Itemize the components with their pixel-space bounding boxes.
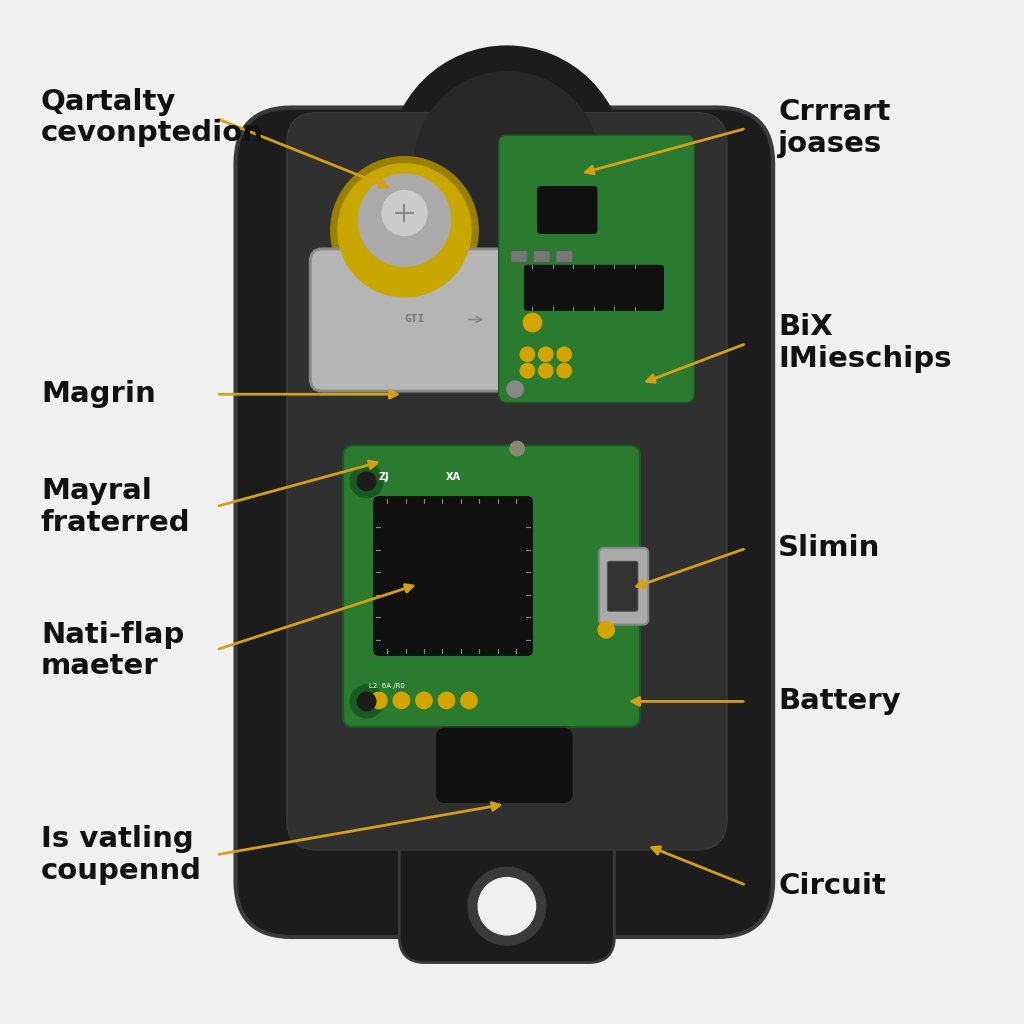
Circle shape xyxy=(598,622,614,638)
FancyBboxPatch shape xyxy=(236,108,773,937)
FancyBboxPatch shape xyxy=(374,497,532,655)
FancyBboxPatch shape xyxy=(511,251,527,262)
FancyBboxPatch shape xyxy=(343,445,640,727)
Text: Mayral
fraterred: Mayral fraterred xyxy=(41,477,190,537)
Circle shape xyxy=(357,472,376,490)
Circle shape xyxy=(523,313,542,332)
Text: Battery: Battery xyxy=(778,687,901,716)
FancyBboxPatch shape xyxy=(399,819,614,963)
Text: Slimin: Slimin xyxy=(778,534,881,562)
FancyBboxPatch shape xyxy=(607,561,638,611)
Circle shape xyxy=(358,174,451,266)
Circle shape xyxy=(520,347,535,361)
Text: ZJ: ZJ xyxy=(379,472,389,482)
FancyBboxPatch shape xyxy=(499,135,694,402)
Text: Qartalty
cevonptedion: Qartalty cevonptedion xyxy=(41,88,264,147)
Circle shape xyxy=(507,381,523,397)
Text: L2  6A /R0: L2 6A /R0 xyxy=(369,683,404,689)
Circle shape xyxy=(331,157,478,304)
Circle shape xyxy=(510,441,524,456)
Circle shape xyxy=(389,46,625,282)
Text: Circuit: Circuit xyxy=(778,871,886,900)
Text: Crrrart
joases: Crrrart joases xyxy=(778,98,891,158)
FancyBboxPatch shape xyxy=(287,113,727,850)
Circle shape xyxy=(557,364,571,378)
Circle shape xyxy=(461,692,477,709)
Text: Is vatling
coupennd: Is vatling coupennd xyxy=(41,825,202,885)
FancyBboxPatch shape xyxy=(534,251,550,262)
Text: Magrin: Magrin xyxy=(41,380,156,409)
FancyBboxPatch shape xyxy=(556,251,572,262)
FancyBboxPatch shape xyxy=(524,265,664,310)
Circle shape xyxy=(338,164,471,297)
Circle shape xyxy=(357,692,376,711)
Circle shape xyxy=(350,465,383,498)
Circle shape xyxy=(415,72,599,256)
FancyBboxPatch shape xyxy=(435,727,573,804)
Text: Nati-flap
maeter: Nati-flap maeter xyxy=(41,621,184,680)
FancyBboxPatch shape xyxy=(538,186,597,233)
Circle shape xyxy=(539,347,553,361)
Circle shape xyxy=(539,364,553,378)
Circle shape xyxy=(468,867,546,945)
Text: XA: XA xyxy=(445,472,461,482)
Circle shape xyxy=(382,190,427,236)
Circle shape xyxy=(350,685,383,718)
Text: BiX
IMieschips: BiX IMieschips xyxy=(778,313,951,373)
Circle shape xyxy=(520,364,535,378)
Circle shape xyxy=(371,692,387,709)
Circle shape xyxy=(557,347,571,361)
Circle shape xyxy=(478,878,536,935)
FancyBboxPatch shape xyxy=(599,548,648,625)
FancyBboxPatch shape xyxy=(310,249,514,391)
Circle shape xyxy=(416,692,432,709)
Circle shape xyxy=(438,692,455,709)
Text: GTI: GTI xyxy=(404,314,425,325)
Circle shape xyxy=(393,692,410,709)
